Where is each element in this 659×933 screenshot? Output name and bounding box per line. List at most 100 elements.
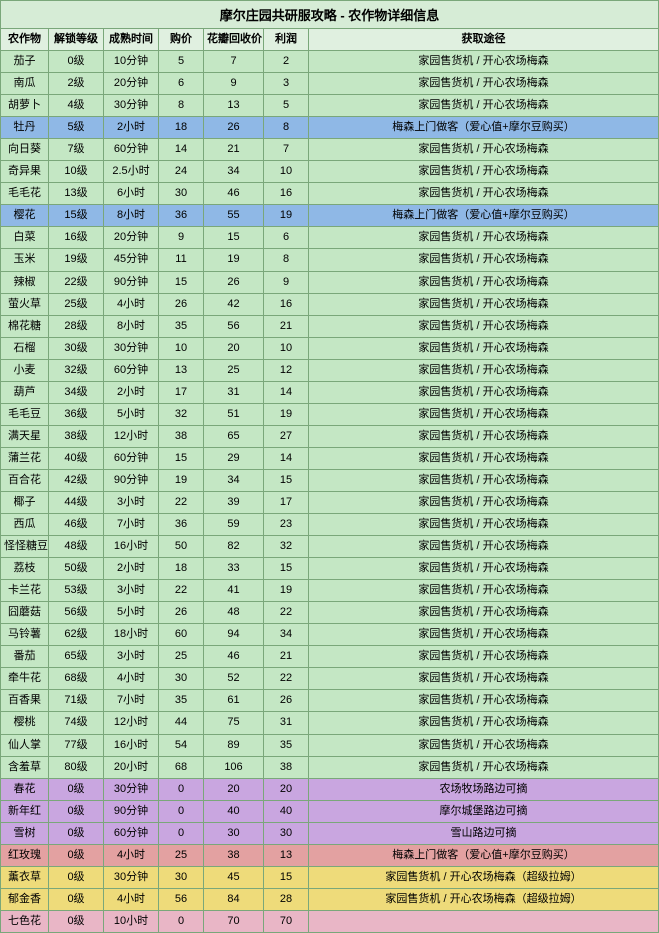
- table-cell: 家园售货机 / 开心农场梅森: [309, 315, 659, 337]
- table-row: 向日葵7级60分钟14217家园售货机 / 开心农场梅森: [1, 139, 659, 161]
- table-cell: 家园售货机 / 开心农场梅森: [309, 337, 659, 359]
- table-cell: 34: [204, 161, 264, 183]
- table-cell: 8: [159, 95, 204, 117]
- table-row: 怪怪糖豆48级16小时508232家园售货机 / 开心农场梅森: [1, 536, 659, 558]
- table-cell: 5级: [49, 117, 104, 139]
- table-row: 满天星38级12小时386527家园售货机 / 开心农场梅森: [1, 425, 659, 447]
- table-cell: 白菜: [1, 227, 49, 249]
- table-cell: 31: [204, 381, 264, 403]
- table-cell: 33: [204, 558, 264, 580]
- table-cell: 61: [204, 690, 264, 712]
- table-row: 西瓜46级7小时365923家园售货机 / 开心农场梅森: [1, 514, 659, 536]
- table-cell: 家园售货机 / 开心农场梅森: [309, 161, 659, 183]
- table-row: 七色花0级10小时07070: [1, 910, 659, 932]
- table-cell: 家园售货机 / 开心农场梅森: [309, 558, 659, 580]
- table-cell: 48级: [49, 536, 104, 558]
- table-cell: 番茄: [1, 646, 49, 668]
- table-cell: 22: [159, 491, 204, 513]
- table-cell: 56: [159, 888, 204, 910]
- table-row: 囧蘑菇56级5小时264822家园售货机 / 开心农场梅森: [1, 602, 659, 624]
- table-cell: 0: [159, 778, 204, 800]
- table-cell: 53级: [49, 580, 104, 602]
- table-row: 牵牛花68级4小时305222家园售货机 / 开心农场梅森: [1, 668, 659, 690]
- table-cell: 22级: [49, 271, 104, 293]
- table-row: 番茄65级3小时254621家园售货机 / 开心农场梅森: [1, 646, 659, 668]
- table-row: 雪树0级60分钟03030雪山路边可摘: [1, 822, 659, 844]
- table-cell: 10小时: [104, 910, 159, 932]
- table-cell: 15: [204, 227, 264, 249]
- table-cell: 13: [264, 844, 309, 866]
- table-row: 奇异果10级2.5小时243410家园售货机 / 开心农场梅森: [1, 161, 659, 183]
- table-cell: 45: [204, 866, 264, 888]
- table-cell: 34级: [49, 381, 104, 403]
- table-cell: 牡丹: [1, 117, 49, 139]
- column-header: 解锁等级: [49, 29, 104, 51]
- table-cell: 16: [264, 183, 309, 205]
- table-row: 百香果71级7小时356126家园售货机 / 开心农场梅森: [1, 690, 659, 712]
- table-row: 仙人掌77级16小时548935家园售货机 / 开心农场梅森: [1, 734, 659, 756]
- table-cell: 18: [159, 117, 204, 139]
- table-cell: 60分钟: [104, 447, 159, 469]
- table-cell: 30级: [49, 337, 104, 359]
- table-cell: 家园售货机 / 开心农场梅森: [309, 668, 659, 690]
- table-cell: 30: [159, 183, 204, 205]
- table-cell: 7级: [49, 139, 104, 161]
- table-cell: 15: [159, 447, 204, 469]
- table-row: 胡萝卜4级30分钟8135家园售货机 / 开心农场梅森: [1, 95, 659, 117]
- table-cell: 家园售货机 / 开心农场梅森: [309, 359, 659, 381]
- table-cell: 6: [264, 227, 309, 249]
- table-cell: 27: [264, 425, 309, 447]
- table-cell: 0级: [49, 844, 104, 866]
- table-cell: 家园售货机 / 开心农场梅森: [309, 447, 659, 469]
- table-cell: 家园售货机 / 开心农场梅森: [309, 95, 659, 117]
- table-cell: 38: [159, 425, 204, 447]
- table-cell: 仙人掌: [1, 734, 49, 756]
- table-cell: 0级: [49, 866, 104, 888]
- table-cell: 家园售货机 / 开心农场梅森: [309, 469, 659, 491]
- table-cell: 樱桃: [1, 712, 49, 734]
- table-cell: 郁金香: [1, 888, 49, 910]
- crop-table: 农作物解锁等级成熟时间购价花瓣回收价利润获取途径 茄子0级10分钟572家园售货…: [0, 28, 659, 933]
- table-cell: 30分钟: [104, 95, 159, 117]
- table-cell: 65: [204, 425, 264, 447]
- table-cell: 毛毛花: [1, 183, 49, 205]
- table-cell: 0级: [49, 51, 104, 73]
- table-cell: 家园售货机 / 开心农场梅森: [309, 646, 659, 668]
- table-cell: 25: [159, 646, 204, 668]
- table-row: 百合花42级90分钟193415家园售货机 / 开心农场梅森: [1, 469, 659, 491]
- table-row: 郁金香0级4小时568428家园售货机 / 开心农场梅森（超级拉姆）: [1, 888, 659, 910]
- table-row: 春花0级30分钟02020农场牧场路边可摘: [1, 778, 659, 800]
- table-cell: 36级: [49, 403, 104, 425]
- table-cell: 家园售货机 / 开心农场梅森: [309, 403, 659, 425]
- table-cell: 0级: [49, 888, 104, 910]
- table-cell: 13: [159, 359, 204, 381]
- table-cell: 家园售货机 / 开心农场梅森: [309, 491, 659, 513]
- table-cell: 8小时: [104, 205, 159, 227]
- table-cell: 家园售货机 / 开心农场梅森: [309, 690, 659, 712]
- table-body: 茄子0级10分钟572家园售货机 / 开心农场梅森南瓜2级20分钟693家园售货…: [1, 51, 659, 933]
- table-cell: 22: [264, 602, 309, 624]
- table-cell: 家园售货机 / 开心农场梅森: [309, 293, 659, 315]
- table-cell: 60分钟: [104, 139, 159, 161]
- table-cell: 9: [204, 73, 264, 95]
- table-cell: 19级: [49, 249, 104, 271]
- table-cell: 44: [159, 712, 204, 734]
- table-cell: 40级: [49, 447, 104, 469]
- table-cell: 家园售货机 / 开心农场梅森: [309, 271, 659, 293]
- table-cell: 38级: [49, 425, 104, 447]
- table-row: 玉米19级45分钟11198家园售货机 / 开心农场梅森: [1, 249, 659, 271]
- table-cell: 19: [204, 249, 264, 271]
- table-cell: 30分钟: [104, 337, 159, 359]
- table-cell: 19: [159, 469, 204, 491]
- table-cell: 80级: [49, 756, 104, 778]
- table-cell: 12: [264, 359, 309, 381]
- table-cell: 77级: [49, 734, 104, 756]
- table-cell: 向日葵: [1, 139, 49, 161]
- table-cell: 5: [264, 95, 309, 117]
- table-cell: 60分钟: [104, 822, 159, 844]
- table-cell: 4小时: [104, 888, 159, 910]
- table-row: 薰衣草0级30分钟304515家园售货机 / 开心农场梅森（超级拉姆）: [1, 866, 659, 888]
- table-cell: 辣椒: [1, 271, 49, 293]
- table-cell: 红玫瑰: [1, 844, 49, 866]
- table-cell: 70: [264, 910, 309, 932]
